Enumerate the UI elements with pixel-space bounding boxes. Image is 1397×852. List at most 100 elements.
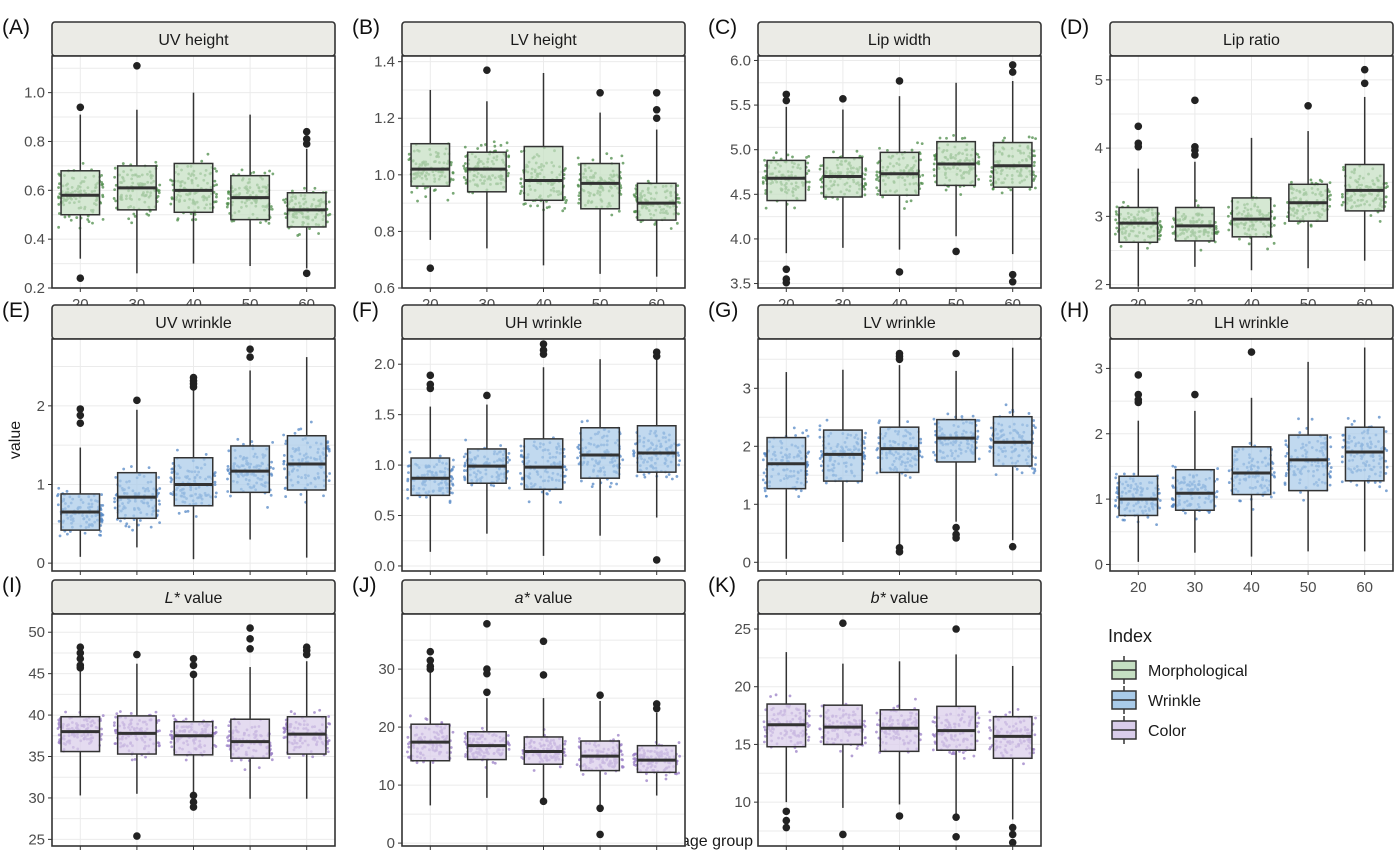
jitter-point xyxy=(1384,200,1387,204)
box-iqr xyxy=(173,162,214,214)
outlier-point xyxy=(426,264,435,272)
jitter-point xyxy=(563,196,567,199)
outlier-point xyxy=(1360,79,1369,88)
jitter-point xyxy=(665,475,668,479)
jitter-point xyxy=(1283,221,1287,225)
jitter-point xyxy=(1158,506,1162,510)
y-tick-label: 3 xyxy=(1095,360,1103,377)
jitter-point xyxy=(463,476,467,480)
jitter-point xyxy=(57,196,61,200)
y-tick-label: 1 xyxy=(1095,491,1103,508)
jitter-point xyxy=(56,503,60,507)
jitter-point xyxy=(1342,168,1345,172)
jitter-point xyxy=(1309,178,1313,182)
jitter-point xyxy=(112,197,116,200)
panel-letter: (E) xyxy=(2,299,30,322)
jitter-point xyxy=(124,524,128,528)
jitter-point xyxy=(564,167,567,170)
jitter-point xyxy=(269,493,273,497)
jitter-point xyxy=(66,532,69,536)
box-iqr xyxy=(636,424,677,473)
jitter-point xyxy=(875,471,879,475)
jitter-point xyxy=(462,164,466,168)
jitter-point xyxy=(505,149,509,152)
jitter-point xyxy=(463,162,467,165)
jitter-point xyxy=(609,156,613,160)
outlier-point xyxy=(782,90,791,99)
jitter-point xyxy=(520,185,524,189)
legend-item-wrinkle: Wrinkle xyxy=(1111,686,1201,714)
jitter-point xyxy=(100,181,104,184)
jitter-point xyxy=(1329,470,1332,473)
outlier-point xyxy=(1008,61,1017,69)
jitter-point xyxy=(215,169,218,173)
jitter-point xyxy=(1158,223,1162,227)
jitter-point xyxy=(56,492,60,496)
jitter-point xyxy=(591,482,595,486)
jitter-point xyxy=(564,468,568,472)
jitter-point xyxy=(819,464,823,468)
outlier-point xyxy=(1191,96,1199,105)
jitter-point xyxy=(876,456,880,460)
jitter-point xyxy=(1031,136,1034,140)
box-iqr xyxy=(116,471,157,520)
jitter-point xyxy=(282,462,286,466)
y-tick-label: 1.0 xyxy=(24,85,45,102)
jitter-point xyxy=(580,420,584,424)
jitter-point xyxy=(920,182,924,185)
jitter-point xyxy=(806,161,810,165)
jitter-point xyxy=(451,458,455,462)
jitter-point xyxy=(114,475,118,479)
jitter-point xyxy=(764,494,768,498)
jitter-point xyxy=(932,162,936,166)
jitter-point xyxy=(988,445,992,449)
jitter-point xyxy=(971,414,975,418)
jitter-point xyxy=(520,476,524,480)
jitter-point xyxy=(994,473,998,476)
outlier-point xyxy=(652,105,661,114)
jitter-point xyxy=(1216,467,1220,470)
jitter-point xyxy=(976,153,980,156)
jitter-point xyxy=(1216,230,1220,234)
jitter-point xyxy=(1171,497,1174,501)
jitter-point xyxy=(519,189,523,193)
jitter-point xyxy=(214,495,218,499)
jitter-point xyxy=(677,197,681,200)
y-tick-label: 4.0 xyxy=(730,231,751,248)
panel-title: Lip width xyxy=(868,32,931,49)
jitter-point xyxy=(1227,469,1231,473)
box-40 xyxy=(173,373,214,560)
jitter-point xyxy=(1034,174,1037,178)
jitter-point xyxy=(464,155,468,158)
jitter-point xyxy=(633,210,637,214)
panel-title: UH wrinkle xyxy=(505,315,582,332)
jitter-point xyxy=(462,455,466,459)
jitter-point xyxy=(407,152,411,156)
jitter-point xyxy=(855,149,859,153)
jitter-point xyxy=(507,486,511,490)
jitter-point xyxy=(619,186,623,190)
jitter-point xyxy=(1115,472,1118,476)
outlier-point xyxy=(782,265,791,274)
jitter-point xyxy=(297,428,301,431)
jitter-point xyxy=(1346,416,1350,420)
box-40 xyxy=(523,340,564,556)
jitter-point xyxy=(157,476,161,479)
jitter-point xyxy=(1342,165,1345,169)
jitter-point xyxy=(763,158,766,162)
jitter-point xyxy=(328,472,332,475)
jitter-point xyxy=(463,461,467,465)
jitter-point xyxy=(1329,193,1332,197)
box-30 xyxy=(116,396,157,548)
outlier-point xyxy=(539,340,548,348)
jitter-point xyxy=(212,184,216,188)
jitter-point xyxy=(492,140,496,144)
jitter-point xyxy=(313,186,317,190)
box-iqr xyxy=(1344,426,1385,482)
jitter-point xyxy=(131,528,134,532)
panel-5: (E)UV wrinkle0122030405060 xyxy=(2,299,336,596)
jitter-point xyxy=(1157,231,1161,234)
